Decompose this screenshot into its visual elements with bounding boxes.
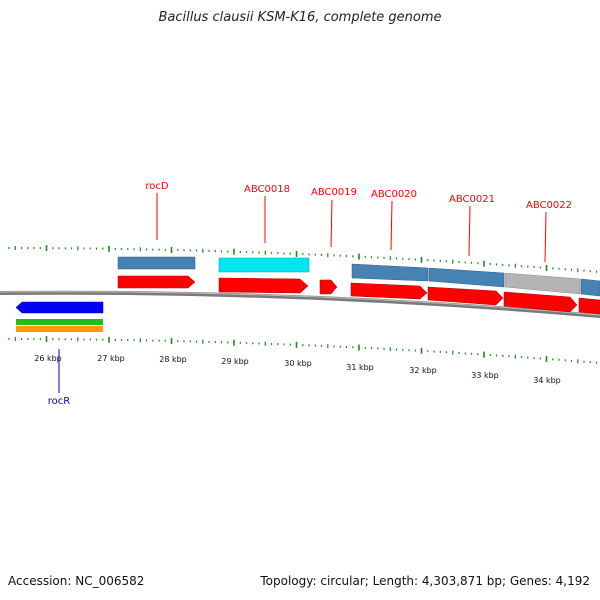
genome-backbone	[0, 290, 600, 318]
ABC0022-label-line	[544, 211, 547, 263]
gene-ABC0020[interactable]: ABC0020	[350, 189, 429, 300]
rocR-arrow[interactable]	[15, 301, 104, 314]
gene-ABC0019[interactable]: ABC0019	[311, 187, 357, 295]
ABC0021-bar[interactable]	[428, 267, 505, 288]
topology-summary: Topology: circular; Length: 4,303,871 bp…	[260, 574, 590, 588]
gene-ABC0022[interactable]: ABC0022	[503, 200, 581, 313]
axis-label-26kbp: 26 kbp	[34, 354, 62, 363]
accession-text: Accession: NC_006582	[8, 574, 145, 588]
rocR-band-divider	[16, 325, 103, 326]
ABC0018-arrow[interactable]	[218, 277, 309, 294]
ABC0022-bar[interactable]	[504, 272, 581, 295]
gene-rocR[interactable]: rocR	[15, 301, 104, 407]
gene-ABC0021[interactable]: ABC0021	[427, 194, 505, 306]
gene-rocD[interactable]: rocD	[117, 181, 196, 289]
axis-label-27kbp: 27 kbp	[97, 354, 125, 363]
partial-bar[interactable]	[580, 278, 600, 297]
ABC0020-arrow[interactable]	[350, 282, 428, 300]
axis-label-34kbp: 34 kbp	[533, 376, 561, 385]
gene-label-rocR: rocR	[48, 396, 71, 407]
gene-label-ABC0018: ABC0018	[244, 184, 290, 195]
axis-label-31kbp: 31 kbp	[346, 363, 374, 372]
gene-ABC0018[interactable]: ABC0018	[218, 184, 310, 294]
gene-label-ABC0021: ABC0021	[449, 194, 495, 205]
rocD-bar[interactable]	[117, 256, 196, 270]
axis-label-30kbp: 30 kbp	[284, 359, 312, 368]
map-title: Bacillus clausii KSM-K16, complete genom…	[158, 10, 442, 25]
ABC0020-label-line	[390, 200, 393, 251]
tick-row-top	[8, 245, 598, 273]
ABC0020-bar[interactable]	[351, 263, 429, 282]
ABC0022-arrow[interactable]	[503, 291, 578, 313]
ABC0019-label-line	[330, 199, 333, 248]
ABC0021-arrow[interactable]	[427, 286, 504, 306]
partial-arrow[interactable]	[578, 297, 600, 315]
rocR-band-green	[16, 319, 103, 325]
axis-label-28kbp: 28 kbp	[159, 355, 187, 364]
gene-label-ABC0019: ABC0019	[311, 187, 357, 198]
gene-label-rocD: rocD	[145, 181, 169, 192]
tick-row-bottom	[8, 336, 598, 364]
ABC0019-arrow[interactable]	[319, 279, 338, 295]
gene-label-ABC0022: ABC0022	[526, 200, 572, 211]
axis-label-33kbp: 33 kbp	[471, 371, 499, 380]
genome-backbone-highlight	[0, 291, 600, 316]
gene-partial-right[interactable]	[578, 278, 600, 315]
ABC0021-label-line	[468, 205, 471, 257]
gene-label-ABC0020: ABC0020	[371, 189, 417, 200]
rocD-arrow[interactable]	[117, 275, 196, 289]
ABC0018-bar[interactable]	[218, 257, 310, 273]
axis-label-29kbp: 29 kbp	[221, 357, 249, 366]
axis-label-32kbp: 32 kbp	[409, 366, 437, 375]
rocR-band-orange	[16, 326, 103, 332]
